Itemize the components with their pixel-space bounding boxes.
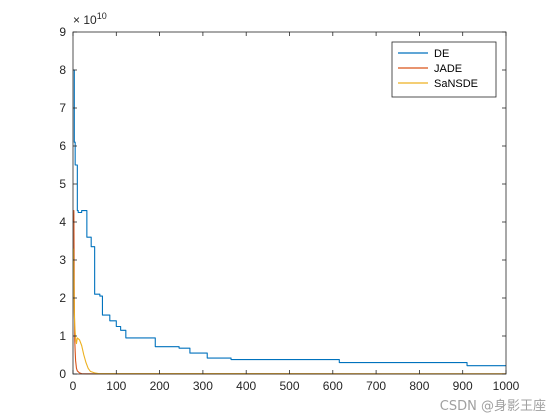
y-exponent-label: × 1010: [73, 11, 107, 27]
legend: DE JADE SaNSDE: [391, 41, 497, 98]
x-tick-label: 1000: [493, 379, 520, 393]
x-tick-label: 500: [279, 379, 299, 393]
y-tick-label: 4: [59, 215, 66, 229]
y-tick-label: 2: [59, 291, 66, 305]
x-tick-label: 0: [70, 379, 77, 393]
x-tick-label: 900: [453, 379, 473, 393]
y-tick-label: 9: [59, 25, 66, 39]
y-tick-label: 1: [59, 329, 66, 343]
y-tick-label: 8: [59, 63, 66, 77]
y-tick-label: 6: [59, 139, 66, 153]
legend-label-sansde: SaNSDE: [434, 78, 478, 90]
y-tick-label: 5: [59, 177, 66, 191]
series-line-de: [73, 69, 506, 367]
y-tick-label: 7: [59, 101, 66, 115]
x-tick-label: 800: [409, 379, 429, 393]
x-tick-label: 600: [323, 379, 343, 393]
x-tick-label: 400: [236, 379, 256, 393]
legend-label-de: DE: [434, 48, 449, 60]
x-tick-label: 700: [366, 379, 386, 393]
y-tick-label: 0: [59, 367, 66, 381]
series-line-sansde: [72, 248, 507, 375]
legend-box: [391, 41, 497, 98]
x-tick-label: 300: [193, 379, 213, 393]
x-tick-label: 200: [150, 379, 170, 393]
x-tick-label: 100: [106, 379, 126, 393]
y-axis: 0 1 2 3 4 5 6 7 8 9: [59, 25, 506, 381]
watermark: CSDN @身影王座: [439, 399, 546, 414]
x-axis: 0 100 200 300 400 500 600 700 800 900 1000: [70, 32, 520, 393]
legend-label-jade: JADE: [434, 63, 462, 75]
y-tick-label: 3: [59, 253, 66, 267]
y-exponent-power: 10: [97, 11, 107, 21]
